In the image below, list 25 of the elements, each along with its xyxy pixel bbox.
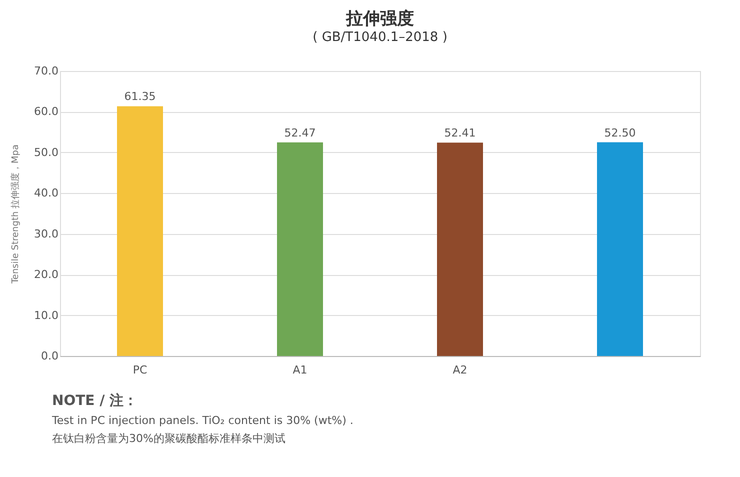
x-tick-label: A1 (292, 364, 308, 376)
bar (597, 142, 643, 356)
y-tick-label: 30.0 (34, 227, 58, 240)
y-tick-label: 70.0 (34, 64, 58, 78)
data-label: 52.47 (284, 126, 316, 140)
y-tick-label: 10.0 (34, 308, 58, 322)
y-tick-label: 0.0 (41, 350, 58, 362)
x-tick-label: PC (132, 364, 148, 376)
x-tick-label: A2 (452, 364, 468, 376)
data-label: 61.35 (124, 90, 156, 104)
data-label: 52.50 (604, 126, 636, 140)
bar (117, 106, 163, 356)
bar (437, 142, 483, 356)
text: NOTE / 注： (52, 392, 138, 409)
text: Test in PC injection panels. TiO₂ content is 30% (wt%) . (51, 414, 354, 427)
text: 在钛白粉含量为30%的聚碳酸酯标准样条中测试 (52, 432, 286, 445)
y-tick-label: 40.0 (34, 186, 58, 200)
data-label: 52.41 (444, 126, 476, 140)
bar (277, 142, 323, 356)
y-tick-label: 60.0 (34, 105, 58, 118)
chart-subtitle: ( GB/T1040.1–2018 ) (312, 30, 448, 45)
chart-title: 拉伸强度 (345, 9, 414, 29)
y-tick-label: 50.0 (34, 146, 58, 159)
y-axis-title: Tensile Strength 拉伸强度，Mpa (10, 144, 22, 285)
y-tick-label: 20.0 (34, 268, 58, 282)
